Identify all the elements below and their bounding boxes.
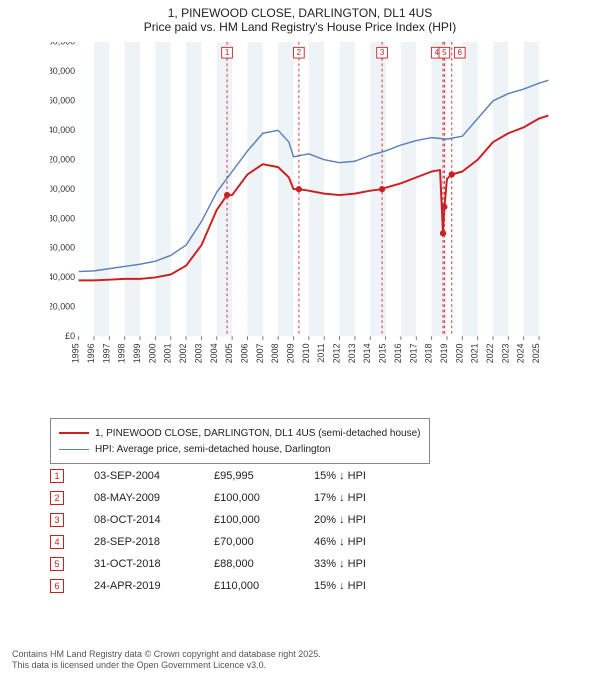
transaction-price: £100,000 — [214, 514, 314, 526]
transaction-price: £95,995 — [214, 470, 314, 482]
svg-text:2019: 2019 — [439, 343, 449, 363]
transaction-marker: 5 — [50, 557, 64, 571]
table-row: 3 08-OCT-2014£100,00020% ↓ HPI — [50, 509, 404, 531]
transaction-date: 03-SEP-2004 — [94, 470, 214, 482]
legend-label: HPI: Average price, semi-detached house,… — [95, 444, 331, 455]
transaction-date: 08-MAY-2009 — [94, 492, 214, 504]
transaction-price: £70,000 — [214, 536, 314, 548]
chart-title-line1: 1, PINEWOOD CLOSE, DARLINGTON, DL1 4US — [0, 6, 600, 20]
svg-text:2018: 2018 — [424, 343, 434, 363]
svg-text:£60,000: £60,000 — [50, 243, 75, 253]
svg-text:2009: 2009 — [286, 343, 296, 363]
svg-text:2003: 2003 — [193, 343, 203, 363]
svg-text:2006: 2006 — [239, 343, 249, 363]
svg-text:1995: 1995 — [71, 343, 81, 363]
transaction-price: £110,000 — [214, 580, 314, 592]
svg-text:2020: 2020 — [454, 343, 464, 363]
table-row: 1 03-SEP-2004£95,99515% ↓ HPI — [50, 465, 404, 487]
transaction-diff: 20% ↓ HPI — [314, 514, 404, 526]
svg-text:2002: 2002 — [178, 343, 188, 363]
svg-text:2008: 2008 — [270, 343, 280, 363]
legend-item: 1, PINEWOOD CLOSE, DARLINGTON, DL1 4US (… — [59, 425, 421, 441]
svg-text:2024: 2024 — [516, 343, 526, 363]
svg-text:£80,000: £80,000 — [50, 213, 75, 223]
svg-text:2015: 2015 — [378, 343, 388, 363]
svg-text:£160,000: £160,000 — [50, 96, 75, 106]
table-row: 2 08-MAY-2009£100,00017% ↓ HPI — [50, 487, 404, 509]
svg-text:2010: 2010 — [301, 343, 311, 363]
svg-text:£100,000: £100,000 — [50, 184, 75, 194]
svg-text:2011: 2011 — [316, 343, 326, 362]
transactions-table: 103-SEP-2004£95,99515% ↓ HPI208-MAY-2009… — [50, 465, 404, 597]
transaction-marker: 1 — [50, 469, 64, 483]
footer-line: This data is licensed under the Open Gov… — [12, 660, 321, 672]
svg-text:£180,000: £180,000 — [50, 66, 75, 76]
legend-item: HPI: Average price, semi-detached house,… — [59, 441, 421, 457]
transaction-diff: 46% ↓ HPI — [314, 536, 404, 548]
svg-text:2017: 2017 — [408, 343, 418, 363]
svg-text:1998: 1998 — [117, 343, 127, 363]
svg-text:2000: 2000 — [147, 343, 157, 363]
footer-line: Contains HM Land Registry data © Crown c… — [12, 649, 321, 661]
transaction-marker: 6 — [50, 579, 64, 593]
svg-text:2007: 2007 — [255, 343, 265, 363]
svg-text:2004: 2004 — [209, 343, 219, 363]
svg-text:2012: 2012 — [332, 343, 342, 363]
transaction-marker: 2 — [50, 491, 64, 505]
legend-swatch — [59, 449, 89, 450]
legend: 1, PINEWOOD CLOSE, DARLINGTON, DL1 4US (… — [50, 418, 430, 464]
svg-text:3: 3 — [380, 48, 385, 57]
svg-text:2013: 2013 — [347, 343, 357, 363]
transaction-price: £88,000 — [214, 558, 314, 570]
transaction-date: 08-OCT-2014 — [94, 514, 214, 526]
svg-text:£20,000: £20,000 — [50, 302, 75, 312]
table-row: 4 28-SEP-2018£70,00046% ↓ HPI — [50, 531, 404, 553]
transaction-date: 31-OCT-2018 — [94, 558, 214, 570]
transaction-diff: 33% ↓ HPI — [314, 558, 404, 570]
transaction-date: 24-APR-2019 — [94, 580, 214, 592]
svg-text:1999: 1999 — [132, 343, 142, 363]
table-row: 6 24-APR-2019£110,00015% ↓ HPI — [50, 575, 404, 597]
svg-text:£120,000: £120,000 — [50, 154, 75, 164]
svg-text:2: 2 — [297, 48, 302, 57]
footer-attribution: Contains HM Land Registry data © Crown c… — [12, 649, 321, 672]
svg-text:2023: 2023 — [500, 343, 510, 363]
price-chart: 123456 £0£20,000£40,000£60,000£80,000£10… — [50, 42, 580, 372]
svg-text:£0: £0 — [65, 331, 75, 341]
legend-swatch — [59, 432, 89, 434]
transaction-price: £100,000 — [214, 492, 314, 504]
svg-text:£40,000: £40,000 — [50, 272, 75, 282]
svg-text:1997: 1997 — [101, 343, 111, 363]
table-row: 5 31-OCT-2018£88,00033% ↓ HPI — [50, 553, 404, 575]
svg-text:2016: 2016 — [393, 343, 403, 363]
svg-text:1: 1 — [225, 48, 230, 57]
transaction-date: 28-SEP-2018 — [94, 536, 214, 548]
svg-text:2025: 2025 — [531, 343, 541, 363]
svg-text:5: 5 — [442, 48, 447, 57]
transaction-diff: 15% ↓ HPI — [314, 580, 404, 592]
transaction-marker: 3 — [50, 513, 64, 527]
svg-text:£140,000: £140,000 — [50, 125, 75, 135]
svg-text:2021: 2021 — [470, 343, 480, 363]
svg-text:6: 6 — [458, 48, 463, 57]
chart-title-line2: Price paid vs. HM Land Registry's House … — [0, 20, 600, 34]
transaction-marker: 4 — [50, 535, 64, 549]
svg-text:2022: 2022 — [485, 343, 495, 363]
legend-label: 1, PINEWOOD CLOSE, DARLINGTON, DL1 4US (… — [95, 428, 420, 439]
svg-text:£200,000: £200,000 — [50, 42, 75, 47]
transaction-diff: 15% ↓ HPI — [314, 470, 404, 482]
svg-text:2001: 2001 — [163, 343, 173, 363]
svg-text:2014: 2014 — [362, 343, 372, 363]
svg-text:1996: 1996 — [86, 343, 96, 363]
svg-text:2005: 2005 — [224, 343, 234, 363]
transaction-diff: 17% ↓ HPI — [314, 492, 404, 504]
